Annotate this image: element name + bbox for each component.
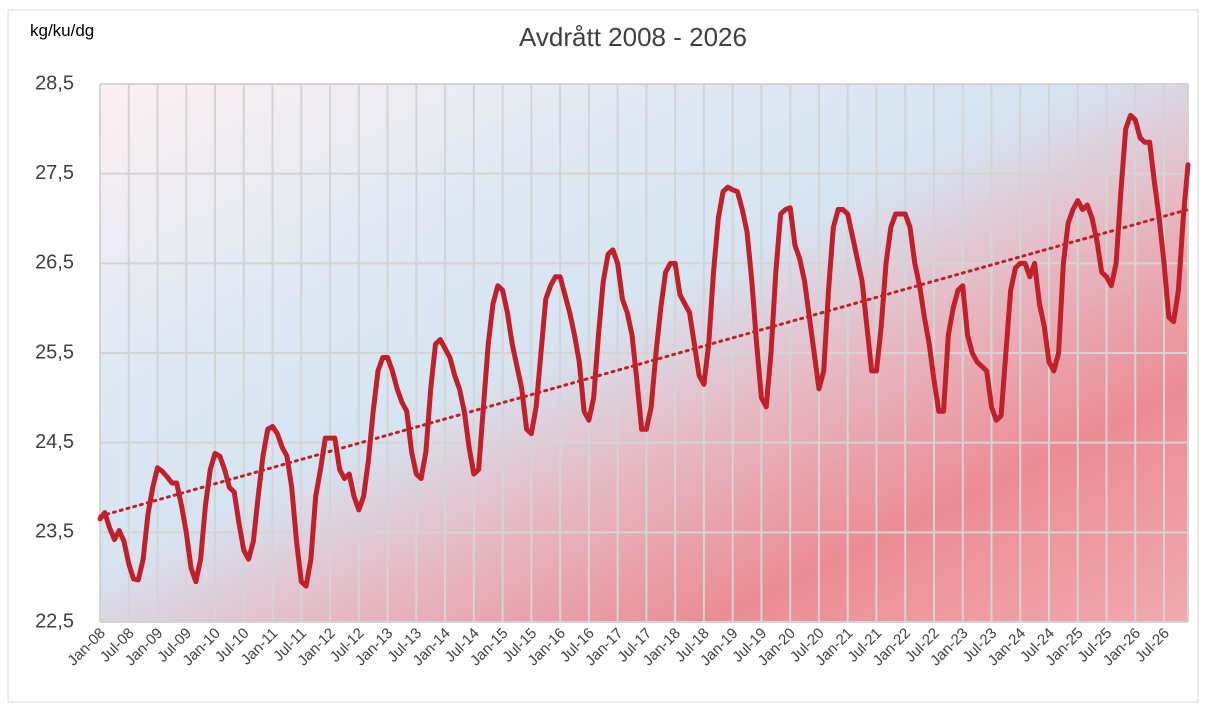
y-axis-label: kg/ku/dg bbox=[30, 21, 94, 40]
data-line bbox=[97, 112, 1191, 589]
y-tick-label: 27,5 bbox=[35, 162, 74, 184]
y-tick-label: 28,5 bbox=[35, 72, 74, 94]
y-tick-label: 23,5 bbox=[35, 521, 74, 543]
y-tick-label: 26,5 bbox=[35, 252, 74, 274]
y-tick-label: 25,5 bbox=[35, 341, 74, 363]
y-tick-label: 22,5 bbox=[35, 610, 74, 632]
y-tick-label: 24,5 bbox=[35, 431, 74, 453]
trend-line bbox=[98, 208, 1190, 518]
chart-title: Avdrått 2008 - 2026 bbox=[519, 22, 747, 52]
